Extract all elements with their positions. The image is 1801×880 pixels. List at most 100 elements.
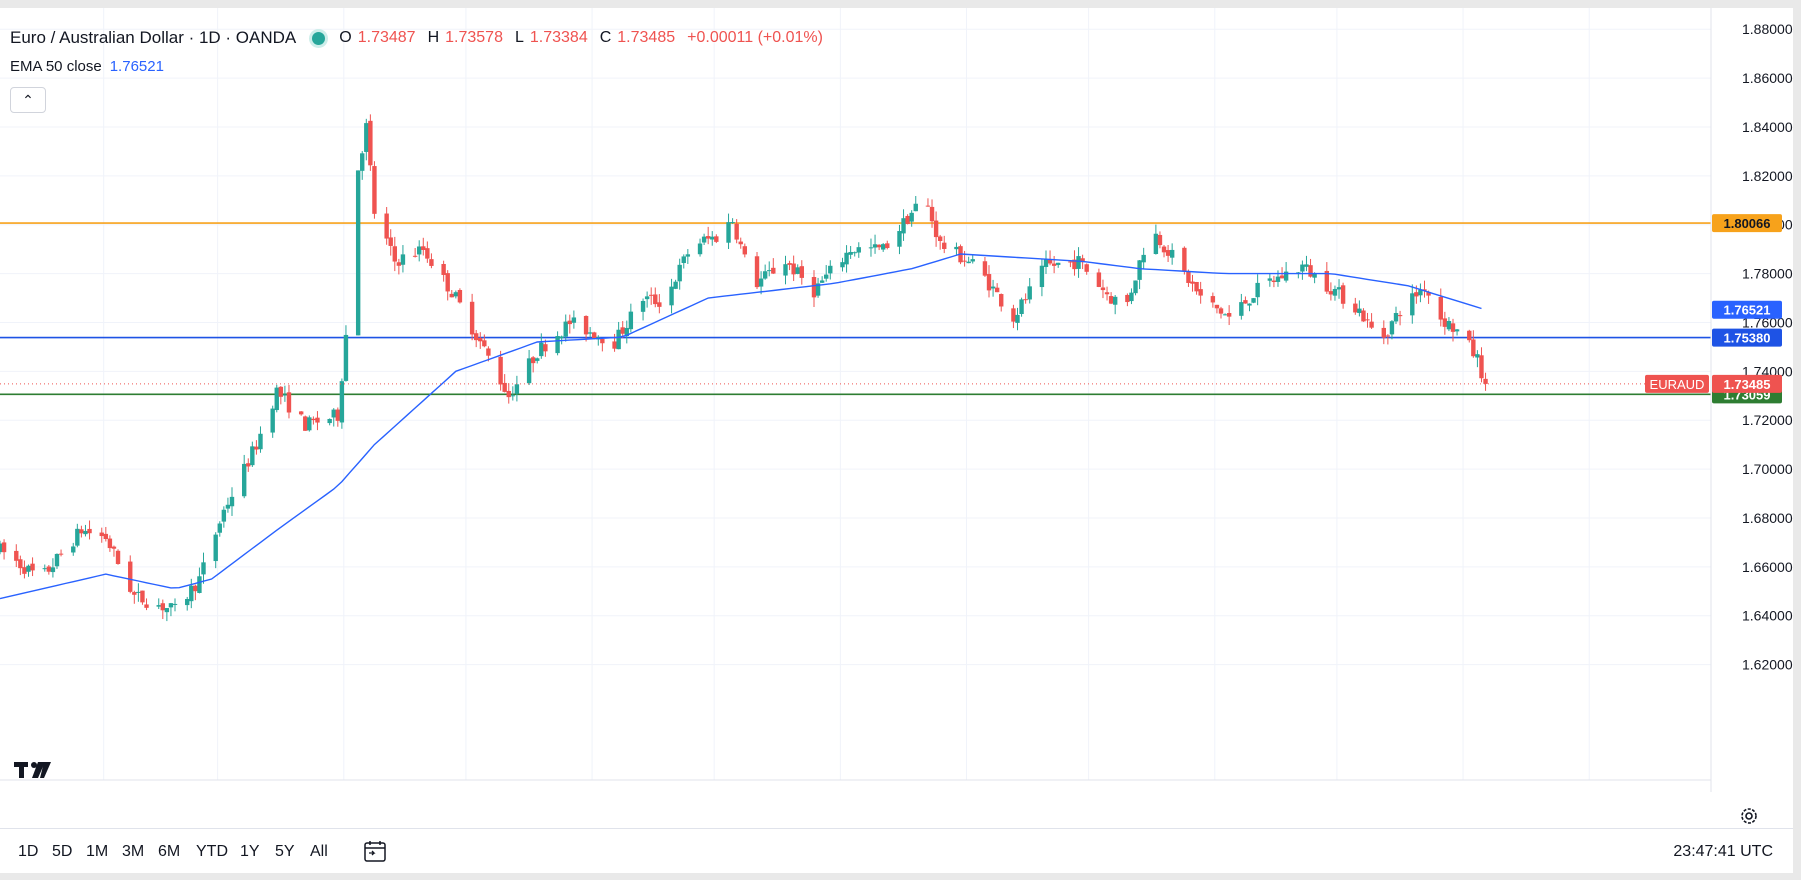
down-candle: [1426, 291, 1431, 296]
down-candle: [1243, 300, 1248, 304]
down-candle: [445, 273, 450, 292]
down-candle: [1072, 259, 1077, 270]
price-level-tag: [1712, 214, 1782, 233]
up-candle: [1475, 354, 1480, 358]
up-candle: [535, 358, 540, 361]
range-button-1y[interactable]: 1Y: [240, 843, 260, 860]
gear-icon[interactable]: [1738, 805, 1760, 827]
high-value: 1.73578: [445, 29, 503, 46]
chart-area[interactable]: 1.880001.860001.840001.820001.800001.780…: [0, 8, 1793, 824]
up-candle: [1300, 264, 1305, 272]
x-tick-label: Oct: [1078, 791, 1100, 792]
down-candle: [1467, 330, 1472, 341]
down-candle: [1096, 272, 1102, 287]
open-label: O: [339, 29, 352, 46]
up-candle: [824, 274, 829, 279]
up-candle: [1251, 298, 1256, 303]
down-candle: [986, 274, 992, 291]
up-candle: [669, 286, 674, 306]
y-tick-label: 1.68000: [1742, 510, 1793, 526]
down-candle: [1438, 296, 1443, 320]
down-candle: [1324, 270, 1330, 292]
up-candle: [0, 543, 3, 553]
price-level-tag-label: 1.75380: [1724, 331, 1771, 346]
range-button-3m[interactable]: 3M: [122, 843, 145, 860]
range-button-5y[interactable]: 5Y: [275, 843, 295, 860]
up-candle: [258, 433, 263, 450]
up-candle: [624, 327, 629, 337]
up-candle: [701, 236, 707, 243]
range-button-5d[interactable]: 5D: [52, 843, 73, 860]
down-candle: [449, 293, 454, 298]
low-label: L: [514, 29, 524, 46]
up-candle: [697, 243, 703, 255]
up-candle: [1283, 271, 1289, 281]
up-candle: [868, 247, 874, 249]
utc-clock[interactable]: 23:47:41 UTC: [1673, 843, 1773, 860]
up-candle: [1153, 233, 1159, 255]
down-candle: [486, 348, 491, 356]
market-status-icon: [312, 31, 326, 45]
up-candle: [1418, 289, 1423, 296]
down-candle: [1125, 294, 1130, 303]
up-candle: [970, 259, 975, 262]
down-candle: [612, 341, 617, 349]
down-candle: [1450, 323, 1456, 332]
down-candle: [107, 538, 113, 549]
y-tick-label: 1.84000: [1742, 119, 1793, 135]
down-candle: [1157, 234, 1163, 246]
down-candle: [771, 267, 776, 274]
down-candle: [315, 417, 320, 423]
up-candle: [1169, 249, 1175, 258]
down-candle: [115, 550, 121, 564]
up-candle: [1056, 262, 1061, 265]
range-button-ytd[interactable]: YTD: [196, 843, 228, 860]
up-candle: [1027, 286, 1032, 300]
chart-window: [0, 8, 1793, 872]
up-candle: [559, 336, 564, 339]
up-candle: [26, 565, 31, 572]
x-tick-label: May: [453, 791, 479, 792]
indicator-legend[interactable]: EMA 50 close 1.76521: [10, 58, 164, 75]
down-candle: [1084, 264, 1089, 272]
up-candle: [685, 254, 691, 257]
down-candle: [30, 563, 35, 571]
up-candle: [400, 254, 406, 265]
calendar-icon[interactable]: [362, 838, 388, 864]
down-candle: [1161, 246, 1167, 253]
up-candle: [1255, 282, 1260, 298]
range-button-1m[interactable]: 1M: [86, 843, 109, 860]
range-button-1d[interactable]: 1D: [18, 843, 39, 860]
up-candle: [364, 123, 369, 152]
x-tick-label: Feb: [92, 791, 116, 792]
indicator-label[interactable]: EMA 50 close: [10, 58, 102, 75]
tradingview-logo[interactable]: [14, 760, 52, 786]
ema-value-tag: [1712, 300, 1782, 319]
up-candle: [909, 212, 914, 222]
down-candle: [298, 411, 304, 415]
up-candle: [1039, 265, 1045, 288]
range-button-all[interactable]: All: [310, 843, 328, 860]
price-chart[interactable]: 1.880001.860001.840001.820001.800001.780…: [0, 8, 1793, 792]
up-candle: [1446, 321, 1452, 330]
symbol-title[interactable]: Euro / Australian Dollar · 1D · OANDA: [10, 28, 297, 47]
down-candle: [1340, 285, 1346, 304]
up-candle: [555, 336, 560, 354]
down-candle: [1104, 292, 1110, 295]
down-candle: [412, 255, 418, 257]
range-button-6m[interactable]: 6M: [158, 843, 181, 860]
down-candle: [999, 294, 1004, 307]
up-candle: [83, 530, 88, 535]
down-candle: [1080, 258, 1085, 263]
down-candle: [46, 566, 52, 572]
down-candle: [1186, 271, 1191, 283]
up-candle: [168, 603, 174, 608]
down-candle: [657, 302, 662, 307]
up-candle: [1015, 314, 1020, 323]
down-candle: [160, 603, 165, 611]
up-candle: [815, 283, 821, 296]
last-price-tag: [1712, 374, 1782, 393]
down-candle: [303, 416, 308, 431]
down-candle: [14, 550, 19, 561]
collapse-legend-button[interactable]: ⌃: [10, 87, 46, 113]
